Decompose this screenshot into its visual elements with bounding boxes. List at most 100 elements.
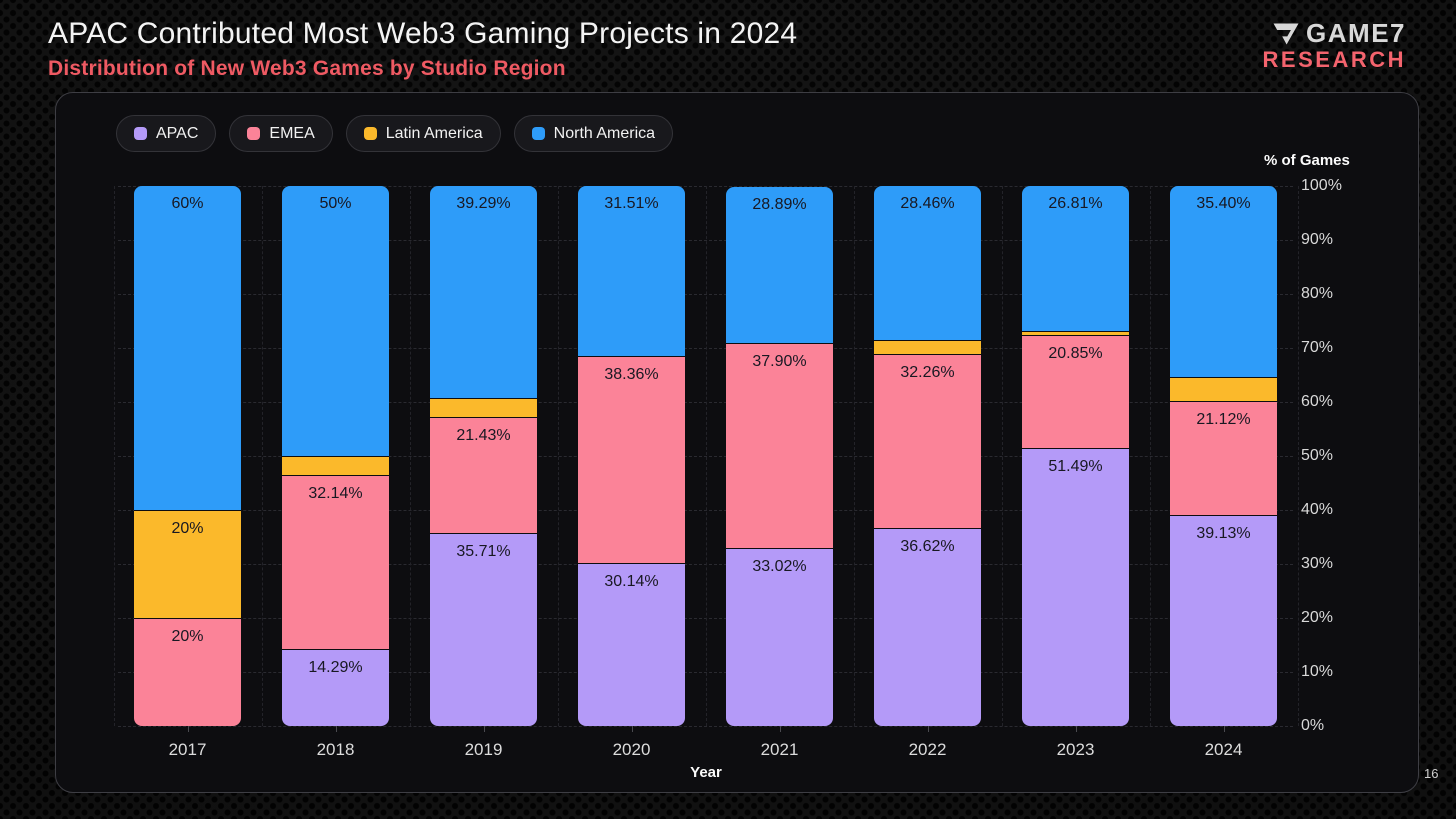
bar-segment-north-america-2021: 28.89% [726, 187, 833, 344]
segment-value-label: 21.43% [456, 427, 511, 445]
gridline-vertical [1297, 186, 1299, 726]
x-tick-label-2021: 2021 [760, 740, 799, 759]
bar-segment-latin-america-2023 [1022, 330, 1129, 336]
segment-value-label: 35.40% [1196, 195, 1251, 212]
bar-segment-latin-america-2024 [1170, 377, 1277, 401]
bar-segment-north-america-2024: 35.40% [1170, 186, 1277, 378]
segment-value-label: 39.13% [1196, 524, 1251, 542]
bar-2024: 35.40% 21.12% 39.13% [1170, 186, 1277, 726]
bar-segment-apac-2024: 39.13% [1170, 514, 1277, 726]
segment-value-label: 20.85% [1048, 345, 1103, 363]
bar-segment-latin-america-2022 [874, 339, 981, 355]
legend-label: APAC [156, 124, 199, 142]
segment-value-label: 37.90% [752, 353, 807, 371]
segment-value-label: 35.71% [456, 543, 511, 561]
bar-segment-emea-2022: 32.26% [874, 354, 981, 529]
segment-value-label: 51.49% [1048, 457, 1103, 475]
x-axis-tick [631, 726, 633, 732]
game7-research-logo: GAME7 RESEARCH [1262, 18, 1406, 73]
legend-item-emea[interactable]: EMEA [229, 115, 333, 152]
y-tick-label-70: 70% [1301, 339, 1334, 356]
bar-segment-north-america-2022: 28.46% [874, 186, 981, 340]
bar-segment-emea-2019: 21.43% [430, 417, 537, 534]
segment-value-label: 30.14% [604, 573, 659, 591]
bar-2020: 31.51% 38.36% 30.14% [578, 185, 685, 726]
segment-value-label: 20% [171, 520, 204, 537]
y-tick-label-0: 0% [1301, 717, 1325, 734]
bar-segment-apac-2018: 14.29% [282, 648, 389, 726]
segment-value-label: 28.89% [752, 196, 807, 214]
gridline-vertical [705, 186, 707, 726]
bar-2023: 26.81% 20.85% 51.49% [1022, 186, 1129, 726]
segment-value-label: 20% [171, 628, 204, 645]
bar-segment-latin-america-2019 [430, 398, 537, 418]
bar-segment-latin-america-2018 [282, 456, 389, 476]
bar-segment-apac-2023: 51.49% [1022, 447, 1129, 726]
bar-segment-north-america-2019: 39.29% [430, 186, 537, 399]
y-tick-label-80: 80% [1301, 285, 1334, 302]
gridline-vertical [409, 186, 411, 726]
segment-value-label: 26.81% [1048, 195, 1103, 212]
legend-label: EMEA [269, 124, 315, 142]
y-tick-label-50: 50% [1301, 447, 1334, 464]
legend-label: Latin America [385, 124, 483, 142]
legend-color-chip [531, 127, 545, 140]
x-axis-tick [483, 726, 485, 732]
gridline-vertical [261, 186, 263, 726]
x-axis-tick [335, 726, 337, 732]
bar-segment-emea-2020: 38.36% [578, 356, 685, 564]
bar-segment-north-america-2020: 31.51% [578, 185, 685, 357]
x-axis-tick [1223, 726, 1225, 732]
bar-segment-north-america-2023: 26.81% [1022, 186, 1129, 331]
game7-logo-icon [1273, 23, 1299, 45]
logo-brand-text: GAME7 [1306, 18, 1406, 48]
segment-value-label: 14.29% [308, 658, 363, 676]
segment-value-label: 39.29% [456, 195, 511, 212]
y-tick-label-30: 30% [1301, 555, 1334, 572]
segment-value-label: 32.26% [900, 364, 955, 382]
x-axis-title: Year [690, 764, 722, 781]
bar-2022: 28.46% 32.26% 36.62% [874, 186, 981, 726]
legend-color-chip [134, 127, 147, 140]
y-tick-label-90: 90% [1301, 231, 1334, 248]
x-tick-label-2018: 2018 [316, 740, 355, 759]
gridline-vertical [1001, 186, 1003, 726]
x-tick-label-2019: 2019 [464, 740, 503, 759]
bar-segment-apac-2020: 30.14% [578, 563, 685, 726]
bar-segment-emea-2021: 37.90% [726, 343, 833, 548]
page-subtitle: Distribution of New Web3 Games by Studio… [48, 57, 566, 80]
segment-value-label: 28.46% [900, 195, 955, 212]
gridline-vertical [113, 186, 115, 726]
legend-item-latin-america[interactable]: Latin America [345, 115, 501, 152]
bar-segment-emea-2018: 32.14% [282, 475, 389, 649]
bar-segment-emea-2023: 20.85% [1022, 335, 1129, 448]
segment-value-label: 36.62% [900, 538, 955, 556]
logo-research-text: RESEARCH [1262, 47, 1406, 73]
bar-segment-apac-2022: 36.62% [874, 528, 981, 726]
y-tick-label-40: 40% [1301, 501, 1334, 518]
x-axis-tick [187, 726, 189, 732]
legend-color-chip [363, 127, 377, 140]
legend-item-north-america[interactable]: North America [513, 115, 674, 152]
segment-value-label: 21.12% [1196, 410, 1251, 428]
y-tick-label-60: 60% [1301, 393, 1334, 410]
legend-item-apac[interactable]: APAC [116, 115, 217, 152]
bar-2017: 60% 20% 20% [134, 186, 241, 726]
page-number: 16 [1424, 766, 1439, 781]
gridline-horizontal [118, 726, 1293, 727]
x-tick-label-2023: 2023 [1056, 740, 1095, 759]
segment-value-label: 50% [319, 195, 352, 212]
legend-label: North America [553, 124, 656, 142]
bar-segment-apac-2021: 33.02% [726, 547, 833, 726]
x-axis-tick [779, 726, 781, 732]
legend-color-chip [247, 127, 261, 140]
segment-value-label: 31.51% [604, 194, 659, 212]
bar-2021: 28.89% 37.90% 33.02% [726, 187, 833, 726]
page-title: APAC Contributed Most Web3 Gaming Projec… [48, 17, 798, 50]
chart-panel: APAC EMEA Latin America North America % of … [55, 92, 1419, 793]
segment-value-label: 33.02% [752, 557, 807, 575]
segment-value-label: 60% [171, 195, 204, 212]
x-axis-tick [1075, 726, 1077, 732]
y-tick-label-10: 10% [1301, 663, 1334, 680]
slide-header: APAC Contributed Most Web3 Gaming Projec… [48, 16, 1408, 81]
